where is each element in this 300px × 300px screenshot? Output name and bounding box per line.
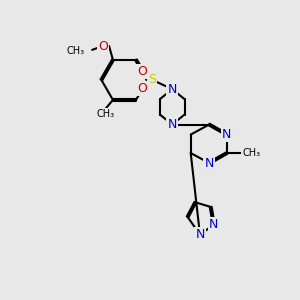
Text: N: N	[222, 128, 232, 141]
Text: N: N	[167, 118, 177, 131]
Text: O: O	[137, 65, 147, 78]
Text: N: N	[209, 218, 218, 231]
Text: O: O	[137, 82, 147, 95]
Text: O: O	[98, 40, 108, 52]
Text: CH₃: CH₃	[96, 109, 114, 119]
Text: S: S	[148, 74, 156, 86]
Text: N: N	[167, 82, 177, 96]
Text: CH₃: CH₃	[242, 148, 260, 158]
Text: N: N	[205, 157, 214, 169]
Text: N: N	[195, 228, 205, 241]
Text: CH₃: CH₃	[66, 46, 85, 56]
